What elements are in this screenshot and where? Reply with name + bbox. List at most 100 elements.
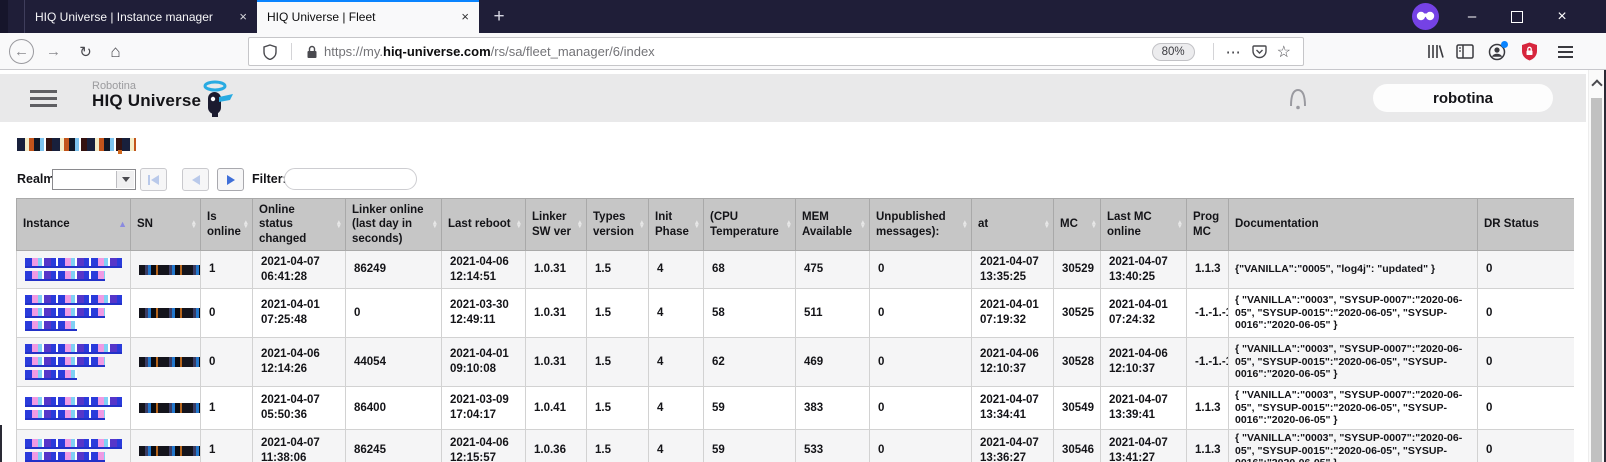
cell-init_phase: 4 [648, 428, 704, 462]
filter-input[interactable] [284, 168, 417, 190]
instance-link-redacted[interactable] [25, 344, 122, 381]
cell-instance [16, 386, 131, 430]
instance-link-redacted[interactable] [25, 396, 122, 420]
home-button[interactable]: ⌂ [110, 41, 121, 61]
cell-instance [16, 250, 131, 290]
column-header-cpu_temperature[interactable]: (CPU Temperature ▲ ▼ [703, 198, 796, 252]
forward-button[interactable]: → [46, 43, 61, 60]
sort-icon: ▲ ▼ [190, 218, 197, 230]
table-controls: Realm Filter: [0, 166, 1586, 194]
cell-cpu_temperature: 59 [703, 428, 796, 462]
cell-last_reboot: 2021-04-06 12:15:57 [441, 428, 526, 462]
previous-page-button[interactable] [182, 168, 209, 191]
column-header-linker_sw_ver[interactable]: Linker SW ver ▲ ▼ [525, 198, 587, 252]
sort-icon: ▲ ▼ [693, 218, 700, 230]
cell-dr_status: 0 [1477, 428, 1574, 462]
table-row: 1 2021-04-07 06:41:28 86249 2021-04-06 12:1… [16, 250, 1574, 290]
column-header-online_status_changed[interactable]: Online status changed ▲ ▼ [252, 198, 346, 252]
cell-at: 2021-04-01 07:19:32 [971, 288, 1054, 339]
cell-cpu_temperature: 59 [703, 386, 796, 430]
user-button[interactable]: robotina [1373, 84, 1553, 112]
tab-fleet[interactable]: HIQ Universe | Fleet × [257, 0, 479, 33]
column-header-last_mc_online[interactable]: Last MC online ▲ ▼ [1100, 198, 1187, 252]
page-actions-icon[interactable]: ⋯ [1225, 43, 1242, 61]
cell-at: 2021-04-07 13:34:41 [971, 386, 1054, 430]
realm-select[interactable] [52, 169, 136, 190]
column-header-types_version[interactable]: Types version ▲ ▼ [586, 198, 649, 252]
app-menu-icon[interactable] [30, 90, 57, 107]
column-header-dr_status: DR Status [1477, 198, 1574, 252]
tab-title: HIQ Universe | Fleet [267, 9, 376, 24]
cell-cpu_temperature: 58 [703, 288, 796, 339]
cell-documentation: { "VANILLA":"0003", "SYSUP-0007":"2020-0… [1228, 386, 1478, 430]
column-header-mem_available[interactable]: MEM Available ▲ ▼ [795, 198, 870, 252]
cell-types_version: 1.5 [586, 428, 649, 462]
filter-label: Filter: [252, 172, 287, 186]
sn-redacted [139, 445, 200, 456]
cell-last_mc_online: 2021-04-07 13:41:27 [1100, 428, 1187, 462]
back-button[interactable]: ← [8, 38, 35, 65]
column-header-last_reboot[interactable]: Last reboot ▲ ▼ [441, 198, 526, 252]
tab-title: HIQ Universe | Instance manager [35, 9, 213, 24]
column-header-instance[interactable]: Instance ▲ [16, 198, 131, 252]
sn-redacted [139, 403, 200, 414]
cell-unpublished_messages: 0 [869, 428, 972, 462]
instance-link-redacted[interactable] [25, 439, 122, 462]
library-icon[interactable] [1422, 39, 1448, 64]
column-header-documentation: Documentation [1228, 198, 1478, 252]
sidebar-icon[interactable] [1452, 39, 1478, 64]
fleet-table-header-row: Instance ▲ SN ▲ ▼ Is online ▲ ▼ Online status ch… [16, 198, 1574, 252]
brand: Robotina HIQ Universe [92, 80, 201, 111]
instance-link-redacted[interactable] [25, 295, 122, 332]
titlebar: HIQ Universe | Instance manager × HIQ Un… [0, 0, 1606, 33]
page-content: Robotina HIQ Universe robotina Realm [0, 70, 1606, 462]
close-button[interactable]: × [1557, 7, 1567, 25]
reload-button[interactable]: ↻ [79, 43, 92, 61]
cell-linker_sw_ver: 1.0.31 [525, 288, 587, 339]
protection-shield-icon[interactable] [1516, 39, 1542, 64]
account-icon[interactable] [1484, 39, 1510, 64]
cell-prog_mc: -1.-1.-1 [1186, 337, 1229, 388]
tab-close-icon[interactable]: × [239, 9, 247, 24]
sort-icon: ▲ ▼ [961, 218, 968, 230]
cell-linker_online: 86249 [345, 250, 442, 290]
cell-mem_available: 511 [795, 288, 870, 339]
cell-linker_online: 86245 [345, 428, 442, 462]
zoom-level-badge[interactable]: 80% [1151, 42, 1195, 61]
vertical-scrollbar[interactable] [1588, 70, 1604, 462]
column-header-at[interactable]: at ▲ ▼ [971, 198, 1054, 252]
cell-init_phase: 4 [648, 337, 704, 388]
first-page-button[interactable] [140, 168, 167, 191]
column-header-unpublished_messages[interactable]: Unpublished messages): ▲ ▼ [869, 198, 972, 252]
next-page-button[interactable] [217, 168, 244, 191]
scroll-up-arrow-icon[interactable] [1589, 76, 1605, 91]
window-edge [1604, 70, 1606, 462]
browser-toolbar: ← → ↻ ⌂ https://my.hiq-universe.com/rs/s… [0, 33, 1606, 70]
new-tab-button[interactable]: + [493, 5, 505, 27]
column-header-is_online[interactable]: Is online ▲ ▼ [200, 198, 253, 252]
maximize-button[interactable] [1495, 0, 1539, 33]
instance-link-redacted[interactable] [25, 258, 122, 282]
column-header-mc[interactable]: MC ▲ ▼ [1053, 198, 1101, 252]
scrollbar-thumb[interactable] [1591, 98, 1602, 462]
table-row: 1 2021-04-07 05:50:36 86400 2021-03-09 17:0… [16, 386, 1574, 430]
minimize-button[interactable]: – [1467, 8, 1477, 25]
column-header-linker_online[interactable]: Linker online (last day in seconds) ▲ ▼ [345, 198, 442, 252]
cell-at: 2021-04-06 12:10:37 [971, 337, 1054, 388]
browser-menu-icon[interactable] [1552, 39, 1578, 64]
tracking-shield-icon[interactable] [263, 43, 277, 60]
pocket-icon[interactable] [1251, 44, 1267, 59]
bookmark-star-icon[interactable]: ☆ [1276, 43, 1291, 61]
address-bar[interactable]: https://my.hiq-universe.com/rs/sa/fleet_… [248, 37, 1304, 66]
column-header-init_phase[interactable]: Init Phase ▲ ▼ [648, 198, 704, 252]
column-header-prog_mc: Prog MC [1186, 198, 1229, 252]
tab-instance-manager[interactable]: HIQ Universe | Instance manager × [24, 0, 257, 33]
tab-close-icon[interactable]: × [461, 9, 469, 24]
url-text: https://my.hiq-universe.com/rs/sa/fleet_… [324, 44, 655, 59]
column-header-sn[interactable]: SN ▲ ▼ [130, 198, 201, 252]
lock-icon[interactable] [306, 45, 318, 59]
bell-icon[interactable] [1286, 86, 1310, 112]
cell-instance [16, 337, 131, 388]
sort-icon: ▲ ▼ [335, 218, 342, 230]
